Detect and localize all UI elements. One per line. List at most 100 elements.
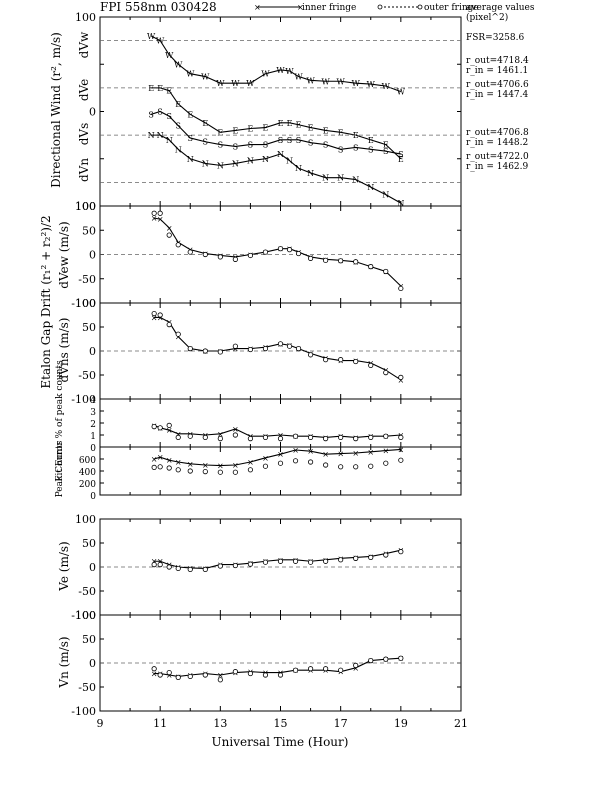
series-outer-Ve-point: [338, 557, 344, 563]
series-outer-fit_error-point: [353, 435, 359, 442]
series-N-point: N: [286, 157, 293, 166]
avg-unit: (pixel^2): [466, 12, 508, 23]
series-outer-dVns-point: [323, 357, 329, 363]
series-inner-dVew-point: ×: [166, 224, 173, 233]
series-E-point: E: [148, 84, 154, 93]
series-outer-Vn-point: [232, 669, 238, 675]
series-outer-dVns-point: [232, 343, 238, 349]
channel-label-dve: dVe: [77, 79, 91, 101]
series-N-point: N: [295, 164, 302, 173]
series-outer-dVew-point: [323, 257, 329, 263]
series-outer-fit_error-point: [187, 433, 193, 439]
series-outer-Vn-point: [398, 655, 404, 661]
ring-1-rin: r_in = 1461.1: [466, 66, 528, 76]
series-inner-peak_counts-point: ×: [292, 446, 299, 455]
series-outer-Ve-point: [247, 561, 254, 567]
ring-4-rin: r_in = 1462.9: [466, 162, 529, 172]
series-outer-peak_counts-point: [398, 457, 404, 463]
xtick-label: 13: [213, 717, 227, 730]
series-N-point: N: [352, 176, 359, 185]
series-S-point: S: [323, 141, 328, 150]
legend-inner-marker: ×: [254, 3, 261, 12]
series-outer-fit_error-point: [383, 433, 389, 439]
series-N-point: N: [397, 199, 404, 208]
panel-fit_error-ytick-label: 4: [90, 396, 96, 406]
legend-inner-marker-2: ×: [297, 3, 304, 12]
series-inner-dVns-line: [154, 316, 402, 381]
series-E-point: E: [368, 136, 374, 145]
series-outer-dVew-point: [383, 268, 389, 275]
panel-directional_wind-ytick-label: 100: [75, 11, 96, 24]
series-inner-peak_counts-point: ×: [217, 462, 224, 471]
panel-dVns-ytick-label: -50: [78, 369, 96, 382]
series-inner-peak_counts-point: ×: [187, 460, 194, 469]
series-inner-dVns-point: ×: [157, 313, 164, 322]
series-inner-peak_counts-point: ×: [382, 447, 389, 456]
series-S-point: S: [368, 145, 373, 154]
series-outer-fit_error-point: [151, 423, 157, 430]
series-inner-peak_counts-point: ×: [151, 455, 158, 464]
series-S-point: S: [383, 147, 388, 156]
series-outer-fit_error-point: [277, 435, 284, 442]
ylabel-dvew: dVew (m/s): [57, 221, 71, 288]
panel-Ve-ytick-label: -100: [71, 609, 96, 622]
series-S-point: S: [248, 141, 253, 150]
panel-dVns-ytick-label: 0: [89, 345, 96, 358]
series-outer-dVns-point: [383, 369, 389, 376]
series-outer-Ve-point: [166, 564, 172, 570]
series-outer-Ve-point: [277, 558, 284, 564]
series-outer-peak_counts-point: [247, 467, 254, 473]
series-outer-Vn-point: [157, 672, 163, 678]
series-outer-dVew-point: [295, 250, 302, 257]
panel-dVns-ytick-label: 100: [75, 297, 96, 310]
series-outer-peak_counts-point: [175, 467, 181, 473]
series-outer-Ve-point: [187, 566, 193, 573]
ring-3-rout: r_out=4706.8: [466, 128, 529, 138]
series-outer-fit_error-point: [166, 422, 172, 428]
panel-Ve-ytick-label: 0: [89, 561, 96, 574]
series-N-line: [151, 134, 402, 204]
series-outer-Vn-point: [338, 667, 344, 673]
series-W-point: W: [276, 66, 285, 75]
series-E-point: E: [338, 128, 344, 137]
series-outer-Vn-point: [187, 673, 193, 680]
series-inner-fit_error-point: ×: [166, 426, 173, 435]
series-S-line: [150, 110, 401, 155]
series-outer-dVns-point: [368, 362, 374, 368]
legend-outer-marker: [377, 4, 383, 10]
panel-Vn-ytick-label: 0: [89, 657, 96, 670]
series-S-point: S: [398, 150, 403, 159]
series-outer-Vn-point: [383, 656, 389, 662]
series-outer-dVns-point: [307, 352, 314, 358]
series-N-point: N: [337, 174, 344, 183]
series-outer-dVns-point: [338, 357, 344, 363]
panel-peak_counts-ytick-label: 400: [79, 468, 96, 478]
series-outer-Ve-point: [398, 549, 404, 555]
series-E-point: E: [232, 126, 238, 135]
series-W-point: W: [322, 77, 331, 86]
series-E-point: E: [157, 84, 163, 93]
series-outer-Vn-point: [175, 674, 181, 681]
series-outer-Vn-point: [307, 666, 314, 672]
series-S-point: S: [148, 110, 153, 119]
panel-dVew-ytick-label: -100: [71, 297, 96, 310]
series-inner-dVns-point: ×: [397, 376, 404, 385]
series-outer-peak_counts-point: [353, 464, 359, 470]
series-outer-Ve-point: [368, 554, 374, 561]
series-S-point: S: [188, 134, 193, 143]
series-E-point: E: [175, 100, 181, 109]
series-outer-peak_counts-point: [151, 464, 157, 470]
panel-fit_error-ytick-label: 1: [90, 432, 96, 442]
series-E-point: E: [217, 128, 223, 137]
series-E-point: E: [296, 121, 302, 130]
series-outer-fit_error-point: [292, 433, 299, 439]
series-N-point: N: [187, 155, 194, 164]
series-inner-peak_counts-point: ×: [175, 458, 182, 467]
ylabel-vn: Vn (m/s): [57, 636, 71, 688]
panel-Ve-ytick-label: 100: [75, 513, 96, 526]
series-N-point: N: [247, 157, 254, 166]
series-outer-Ve-point: [157, 561, 163, 568]
series-outer-Vn-point: [151, 666, 157, 672]
series-outer-fit_error-point: [232, 432, 238, 438]
series-W-point: W: [397, 88, 406, 97]
